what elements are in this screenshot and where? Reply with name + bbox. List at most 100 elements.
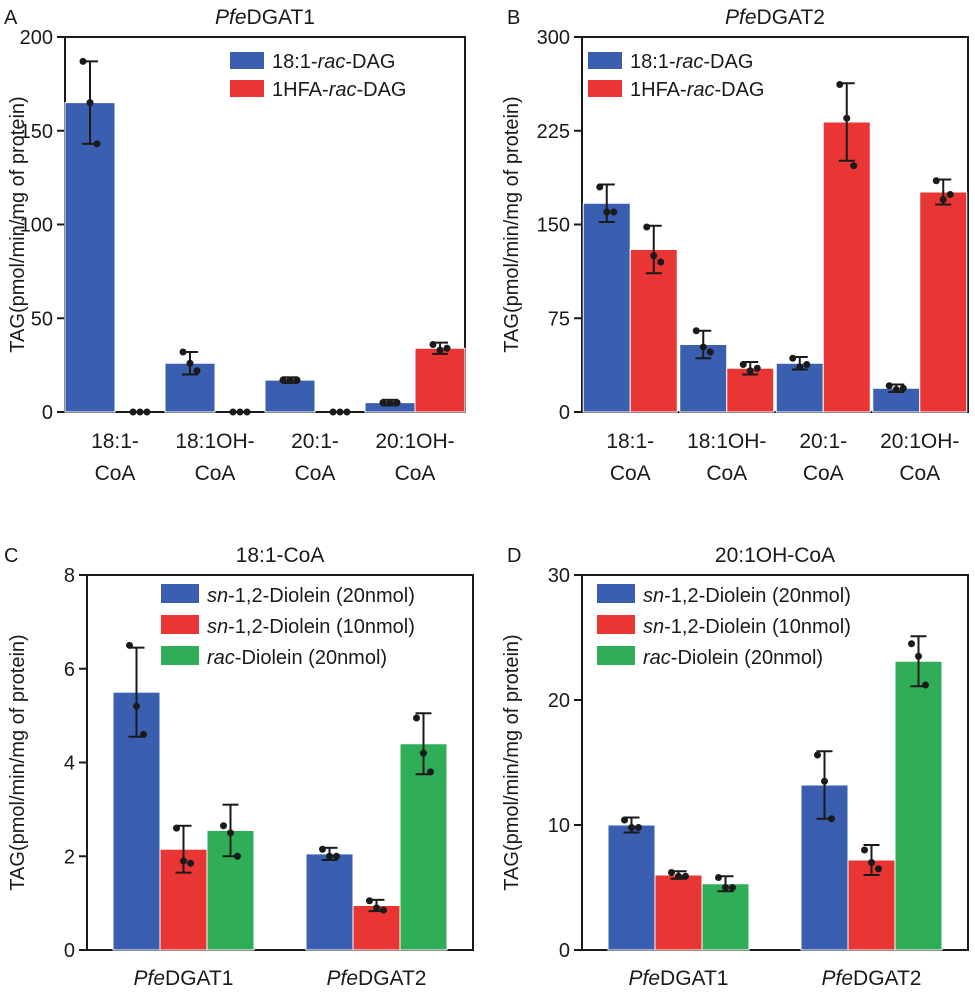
category-label: PfeDGAT1	[629, 967, 729, 990]
y-axis-label: TAG(pmol/min/mg of protein)	[501, 634, 523, 890]
legend: 18:1-rac-DAG 1HFA-rac-DAG	[588, 51, 764, 101]
data-point	[668, 869, 675, 876]
bar-A-2-0	[264, 379, 316, 413]
legend-label: sn-1,2-Diolein (10nmol)	[207, 616, 415, 638]
y-tick-label: 50	[31, 308, 53, 330]
data-point	[899, 384, 907, 392]
y-axis-label: TAG(pmol/min/mg of protein)	[7, 634, 29, 890]
data-point	[427, 768, 434, 776]
data-point	[739, 361, 747, 368]
data-point	[875, 865, 882, 873]
data-point	[180, 857, 187, 865]
data-point	[843, 114, 851, 122]
data-point	[650, 252, 658, 260]
bar-D-0-1	[654, 874, 703, 951]
legend-label: rac-Diolein (20nmol)	[643, 647, 823, 669]
data-point	[429, 341, 437, 348]
panel-D: D 20:1OH-CoA 0 10 20 30 TAG(pmol/min/mg of pro…	[501, 544, 969, 990]
category-label: 20:1-	[291, 430, 339, 453]
data-point	[722, 884, 729, 891]
data-point	[803, 361, 811, 368]
y-tick-label: 150	[537, 215, 570, 237]
legend-swatch	[588, 80, 622, 97]
data-point	[908, 640, 915, 648]
legend-swatch	[161, 646, 199, 665]
data-point	[243, 408, 251, 416]
bar-D-1-2	[894, 660, 943, 951]
y-axis-label: TAG(pmol/min/mg of protein)	[501, 96, 523, 352]
data-point	[868, 859, 875, 866]
data-point	[443, 344, 451, 352]
legend-swatch	[161, 584, 199, 603]
data-point	[227, 829, 234, 837]
chart-title: PfeDGAT1	[215, 6, 315, 29]
legend-label: 1HFA-rac-DAG	[272, 79, 406, 101]
bar-B-0-0	[582, 202, 631, 413]
data-point	[603, 208, 611, 216]
data-point	[789, 354, 797, 362]
data-point	[286, 376, 294, 384]
data-point	[729, 884, 736, 891]
legend-label: sn-1,2-Diolein (20nmol)	[207, 585, 415, 607]
chart-title: PfeDGAT2	[725, 6, 825, 29]
data-point	[715, 874, 722, 881]
data-point	[932, 177, 940, 185]
bar-A-3-1	[414, 347, 466, 413]
data-point	[79, 57, 87, 65]
y-tick-label: 0	[64, 940, 75, 962]
data-point	[326, 852, 333, 860]
panel-letter: A	[4, 7, 18, 29]
data-point	[946, 191, 954, 198]
legend-label: 18:1-rac-DAG	[630, 51, 753, 73]
data-point	[939, 196, 947, 203]
data-point	[746, 367, 754, 375]
data-point	[173, 824, 180, 832]
category-label: 20:1-	[799, 430, 847, 453]
data-point	[892, 386, 900, 393]
bar-B-2-1	[822, 121, 871, 413]
data-point	[413, 714, 420, 722]
y-tick-label: 0	[559, 402, 570, 424]
y-tick-label: 20	[548, 690, 570, 712]
category-label: PfeDGAT2	[327, 967, 427, 990]
data-point	[692, 327, 700, 335]
y-tick-label: 30	[548, 565, 570, 587]
category-label: 18:1-	[91, 430, 139, 453]
data-point	[628, 824, 635, 831]
data-point	[643, 223, 651, 231]
category-label-line2: CoA	[899, 462, 940, 485]
data-point	[373, 904, 380, 912]
y-axis-label: TAG(pmol/min/mg of protein)	[7, 96, 29, 352]
panel-letter: D	[507, 545, 521, 567]
legend-swatch	[230, 80, 264, 97]
data-point	[329, 408, 337, 416]
y-tick-label: 150	[20, 121, 53, 143]
legend-label: rac-Diolein (20nmol)	[207, 647, 387, 669]
data-point	[393, 399, 401, 407]
category-label: 20:1OH-	[880, 430, 959, 453]
bar-C-1-2	[399, 743, 448, 951]
data-point	[596, 183, 604, 191]
legend-swatch	[588, 52, 622, 69]
legend-swatch	[597, 615, 635, 634]
data-point	[279, 376, 287, 384]
data-point	[86, 99, 94, 107]
data-point	[922, 681, 929, 689]
data-point	[675, 872, 682, 880]
y-tick-label: 75	[548, 308, 570, 330]
data-point	[420, 749, 427, 757]
legend: sn-1,2-Diolein (20nmol) sn-1,2-Diolein (1…	[597, 584, 851, 669]
data-point	[821, 777, 828, 785]
data-point	[333, 852, 340, 860]
legend-swatch	[597, 646, 635, 665]
panel-letter: B	[507, 7, 520, 29]
data-point	[179, 348, 187, 356]
chart-title: 20:1OH-CoA	[715, 544, 835, 567]
category-label-line2: CoA	[803, 462, 844, 485]
data-point	[140, 730, 147, 738]
data-point	[753, 364, 761, 372]
chart-title: 18:1-CoA	[236, 544, 325, 567]
category-label: 18:1-	[606, 430, 654, 453]
category-label-line2: CoA	[295, 462, 336, 485]
category-label-line2: CoA	[195, 462, 236, 485]
